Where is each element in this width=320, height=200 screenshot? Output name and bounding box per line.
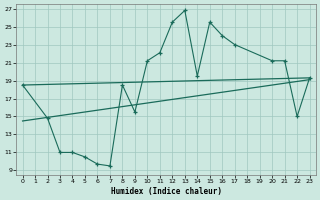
X-axis label: Humidex (Indice chaleur): Humidex (Indice chaleur)	[111, 187, 221, 196]
